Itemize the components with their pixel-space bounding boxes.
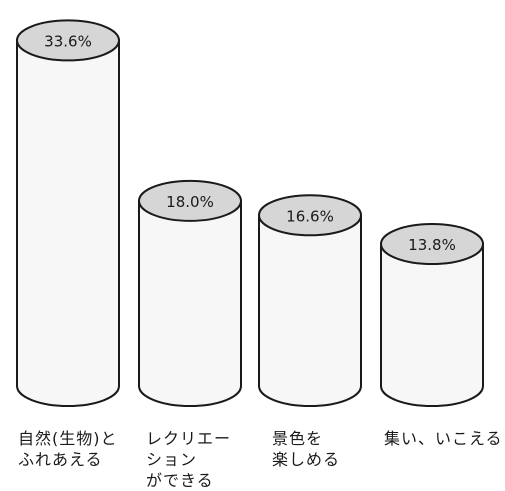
category-label-gathering: 集い、いこえる (384, 429, 503, 448)
value-label-recreation: 18.0% (166, 193, 214, 211)
bar-body-scenery (258, 214, 362, 407)
value-label-nature: 33.6% (44, 32, 92, 50)
value-label-gathering: 13.8% (408, 236, 456, 254)
category-label-scenery: 景色を 楽しめる (272, 429, 341, 469)
category-label-nature: 自然(生物)と ふれあえる (18, 429, 118, 469)
value-label-scenery: 16.6% (286, 207, 334, 225)
bar-nature: 33.6% (16, 19, 120, 407)
bar-body-recreation (138, 199, 242, 407)
bar-top-nature (16, 19, 120, 62)
bar-top-recreation (138, 179, 242, 222)
bar-recreation: 18.0% (138, 179, 242, 407)
bar-body-nature (16, 39, 120, 407)
bar-scenery: 16.6% (258, 194, 362, 407)
bar-top-gathering (380, 223, 484, 266)
category-label-recreation: レクリエー ション ができる (146, 429, 232, 490)
bar-gathering: 13.8% (380, 223, 484, 407)
bar-body-gathering (380, 243, 484, 407)
bar-top-scenery (258, 194, 362, 237)
